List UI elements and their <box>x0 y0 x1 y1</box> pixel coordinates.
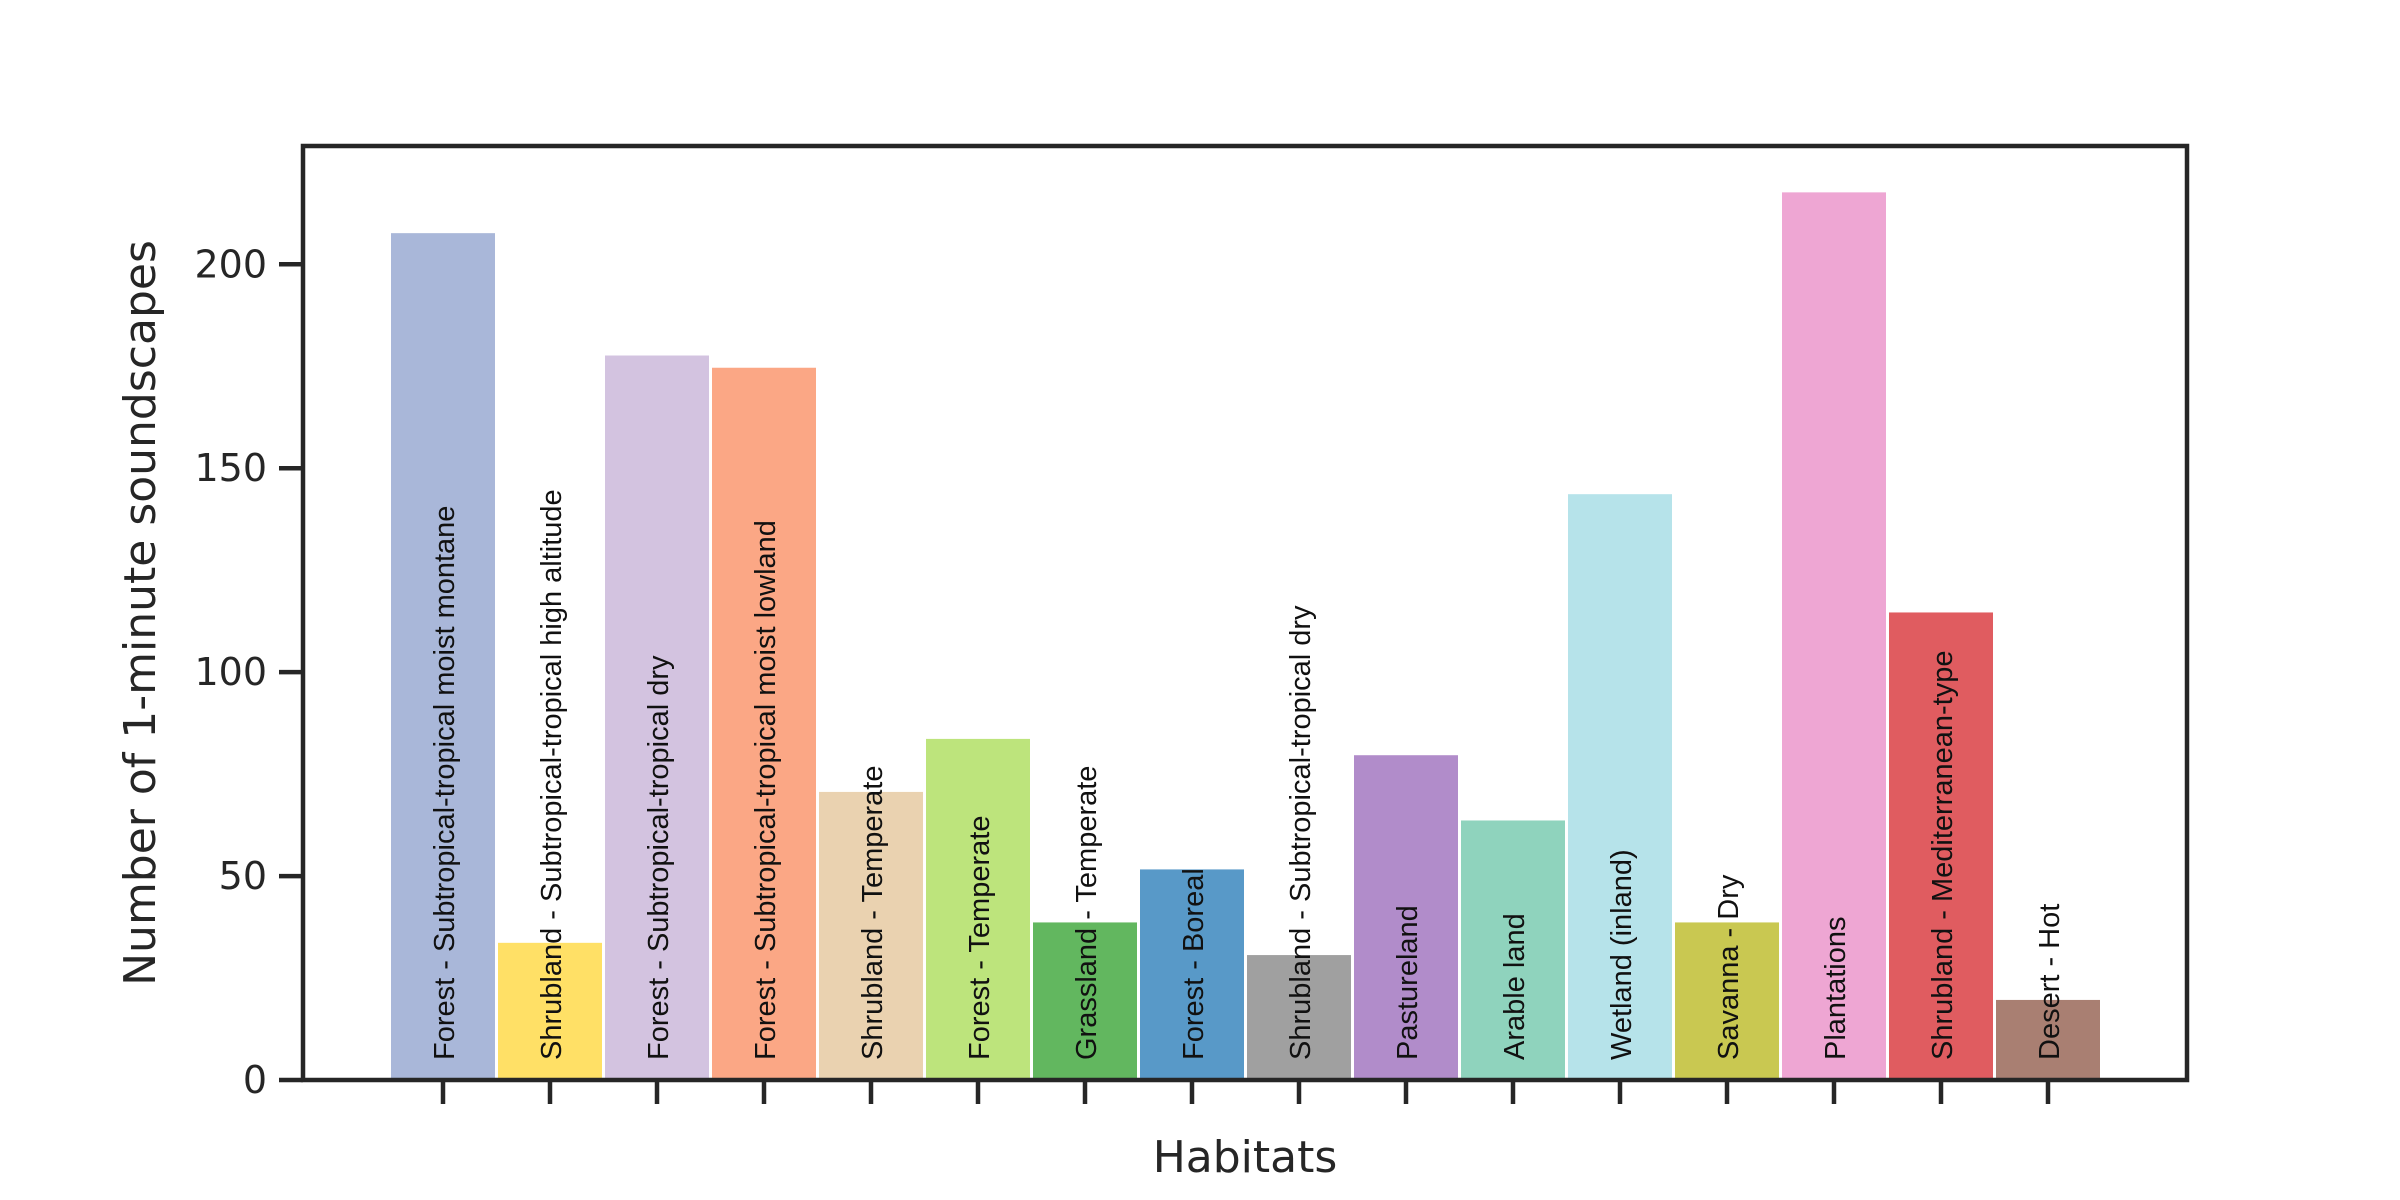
bars-group <box>388 189 2103 1082</box>
bar-category-label: Grassland - Temperate <box>1071 766 1103 1060</box>
bar-category-label: Shrubland - Temperate <box>857 766 889 1060</box>
bar-category-label: Shrubland - Mediterranean-type <box>1927 651 1959 1060</box>
bar-category-label: Desert - Hot <box>2034 904 2066 1060</box>
bar-category-label: Wetland (inland) <box>1606 849 1638 1060</box>
bar-labels-group: Forest - Subtropical-tropical moist mont… <box>429 489 2066 1060</box>
bar <box>1565 491 1675 1082</box>
x-axis-title: Habitats <box>1153 1132 1338 1183</box>
bar <box>923 735 1033 1082</box>
y-tick-label: 50 <box>219 854 267 898</box>
bar-category-label: Forest - Temperate <box>964 816 996 1060</box>
y-tick-label: 0 <box>243 1058 267 1102</box>
bar <box>602 352 712 1082</box>
bar-category-label: Forest - Subtropical-tropical moist mont… <box>429 506 461 1060</box>
bar <box>388 230 498 1082</box>
bar-category-label: Shrubland - Subtropical-tropical high al… <box>536 489 568 1060</box>
x-axis <box>440 1080 2051 1104</box>
bar-category-label: Shrubland - Subtropical-tropical dry <box>1285 605 1317 1060</box>
bar-category-label: Plantations <box>1820 917 1852 1061</box>
y-axis-title: Number of 1-minute soundscapes <box>115 240 166 986</box>
bar <box>495 939 605 1082</box>
bar <box>1351 752 1461 1082</box>
bar-category-label: Forest - Subtropical-tropical dry <box>643 655 675 1060</box>
y-tick-label: 150 <box>194 446 267 490</box>
bar-category-label: Pastureland <box>1392 905 1424 1060</box>
bar-category-label: Arable land <box>1499 913 1531 1060</box>
y-tick-label: 100 <box>194 650 267 694</box>
y-tick-label: 200 <box>194 242 267 286</box>
bar-category-label: Forest - Boreal <box>1178 868 1210 1060</box>
bar <box>1137 866 1247 1082</box>
bar <box>709 364 819 1082</box>
bar <box>1993 996 2103 1082</box>
bar-category-label: Savanna - Dry <box>1713 874 1745 1060</box>
plot-frame <box>300 143 2190 1083</box>
y-axis: 0 50 100 150 200 <box>194 242 303 1102</box>
bar <box>1779 189 1889 1082</box>
bar-category-label: Forest - Subtropical-tropical moist lowl… <box>750 520 782 1060</box>
